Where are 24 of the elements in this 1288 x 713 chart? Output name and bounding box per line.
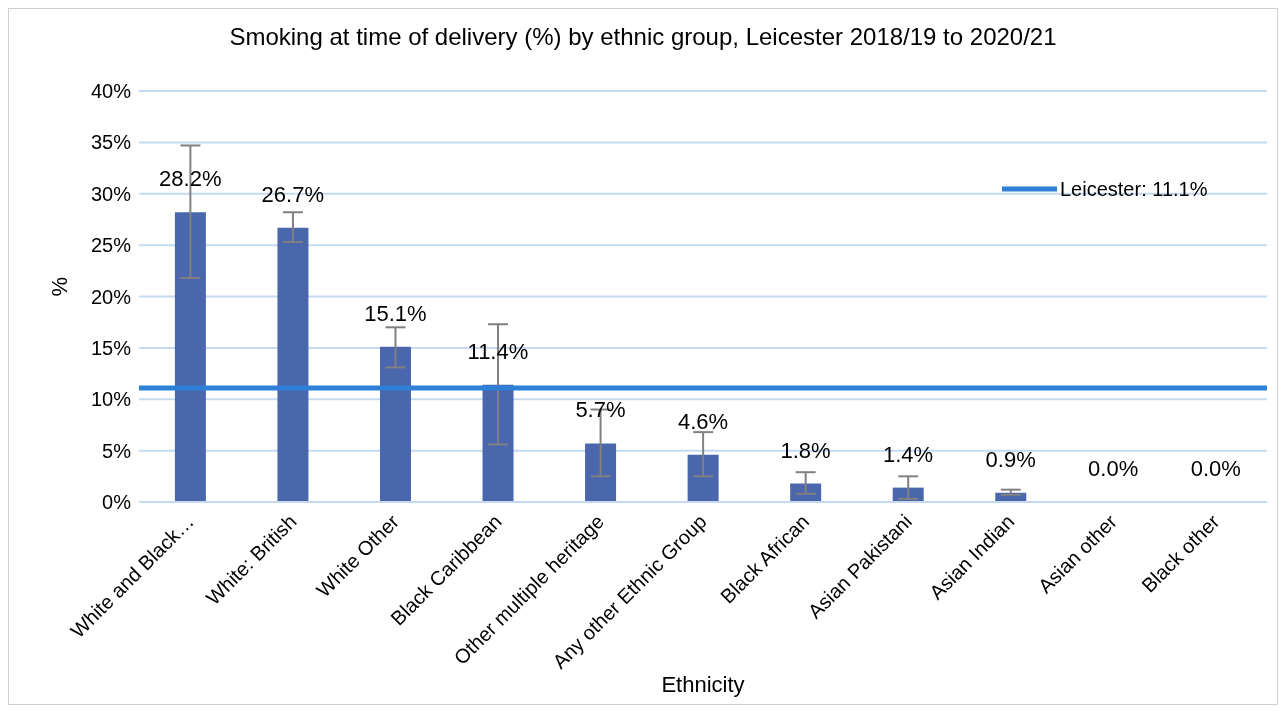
y-tick-label: 5% bbox=[102, 439, 132, 462]
data-label: 28.2% bbox=[159, 166, 222, 192]
data-label: 15.1% bbox=[364, 300, 427, 326]
data-label: 0.0% bbox=[1190, 456, 1241, 481]
y-axis-title: % bbox=[46, 276, 72, 297]
x-axis-title: Ethnicity bbox=[661, 672, 745, 697]
data-label: 11.4% bbox=[467, 338, 529, 364]
y-tick-label: 40% bbox=[90, 80, 132, 103]
chart-title: Smoking at time of delivery (%) by ethnic group, Leicester 2018/19 to 2020/21 bbox=[228, 23, 1058, 51]
y-tick-label: 0% bbox=[102, 491, 132, 514]
legend-label: Leicester: 11.1% bbox=[1060, 178, 1208, 200]
data-label: 1.4% bbox=[883, 441, 934, 467]
y-tick-label: 20% bbox=[90, 285, 132, 308]
data-label: 26.7% bbox=[261, 181, 325, 207]
data-label: 1.8% bbox=[780, 437, 831, 463]
y-tick-label: 25% bbox=[90, 234, 132, 257]
data-label: 0.0% bbox=[1088, 456, 1139, 481]
y-tick-label: 15% bbox=[90, 336, 132, 359]
data-label: 4.6% bbox=[677, 408, 729, 434]
data-label: 0.9% bbox=[985, 446, 1036, 472]
data-label: 5.7% bbox=[575, 397, 626, 423]
y-tick-label: 10% bbox=[90, 388, 132, 411]
y-tick-label: 35% bbox=[90, 131, 132, 154]
y-tick-label: 30% bbox=[90, 182, 132, 205]
